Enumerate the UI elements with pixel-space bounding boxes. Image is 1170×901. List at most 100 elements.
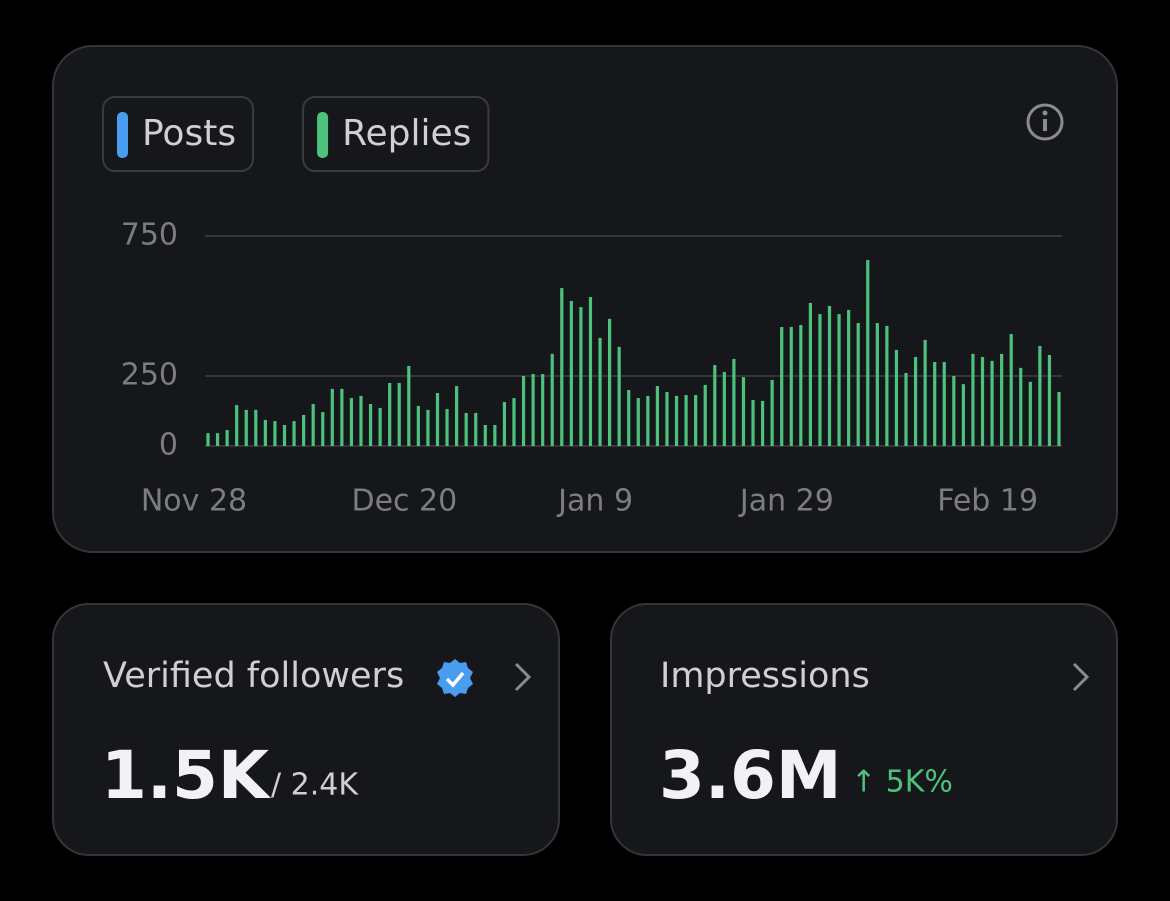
stat-card[interactable] bbox=[52, 603, 560, 856]
bar bbox=[455, 386, 459, 446]
legend-item[interactable]: Replies bbox=[302, 96, 490, 172]
stat-card[interactable] bbox=[610, 603, 1118, 856]
bar bbox=[569, 300, 573, 446]
card-value: 1.5K bbox=[101, 737, 272, 814]
bar bbox=[913, 356, 918, 446]
bar bbox=[942, 362, 946, 446]
bar bbox=[1038, 346, 1042, 446]
x-tick-label: Dec 20 bbox=[351, 484, 457, 519]
bar bbox=[330, 388, 334, 446]
bar bbox=[780, 327, 784, 446]
bar bbox=[445, 409, 449, 446]
info-stem bbox=[1043, 119, 1047, 131]
bar bbox=[971, 353, 975, 446]
bar bbox=[512, 398, 516, 446]
bar bbox=[378, 407, 382, 446]
bar bbox=[598, 337, 602, 446]
bar bbox=[397, 383, 401, 446]
bar bbox=[684, 395, 688, 446]
bar bbox=[703, 384, 707, 446]
bar bbox=[435, 393, 440, 446]
legend-box bbox=[102, 96, 255, 172]
bar bbox=[1000, 353, 1004, 446]
bar bbox=[646, 395, 650, 446]
bar bbox=[273, 421, 277, 446]
bar bbox=[627, 390, 631, 446]
badge-shape bbox=[437, 659, 473, 697]
x-tick-label: Feb 19 bbox=[937, 484, 1038, 519]
bar bbox=[808, 302, 812, 446]
bar bbox=[760, 400, 765, 446]
bar bbox=[474, 412, 478, 446]
badge-check bbox=[445, 671, 465, 688]
bar bbox=[894, 349, 899, 446]
bar bbox=[541, 374, 545, 446]
bar bbox=[827, 306, 832, 446]
card-title: Verified followers bbox=[103, 656, 404, 696]
legend-item[interactable]: Posts bbox=[102, 96, 255, 172]
bar bbox=[904, 372, 908, 446]
bar bbox=[560, 288, 564, 446]
bar bbox=[550, 353, 554, 446]
bar bbox=[502, 402, 507, 446]
legend-box bbox=[302, 96, 490, 172]
bar bbox=[694, 395, 698, 446]
bar bbox=[368, 404, 373, 446]
bar bbox=[225, 430, 229, 446]
bar bbox=[407, 365, 411, 446]
bar bbox=[292, 421, 296, 446]
bar bbox=[521, 376, 526, 446]
info-circle bbox=[1026, 103, 1064, 141]
bar bbox=[1019, 367, 1023, 446]
bar bbox=[215, 433, 220, 446]
bar bbox=[311, 404, 315, 446]
legend: Posts Replies bbox=[102, 96, 490, 172]
verified-badge bbox=[437, 659, 473, 697]
card-title: Impressions bbox=[660, 656, 870, 696]
bar bbox=[254, 409, 258, 446]
bar bbox=[340, 388, 344, 446]
bar bbox=[359, 395, 363, 446]
bar bbox=[732, 358, 736, 446]
bar bbox=[349, 398, 354, 446]
chart-card bbox=[52, 45, 1118, 553]
bar bbox=[713, 365, 717, 446]
bar bbox=[990, 360, 994, 446]
bar bbox=[282, 425, 287, 446]
bar bbox=[856, 323, 860, 446]
bar bbox=[206, 433, 210, 446]
bar bbox=[493, 425, 497, 446]
bar bbox=[636, 398, 640, 446]
x-tick-label: Nov 28 bbox=[141, 484, 247, 519]
bar bbox=[980, 356, 985, 446]
bar bbox=[952, 376, 956, 446]
bar bbox=[847, 309, 851, 446]
bar bbox=[1047, 355, 1052, 446]
info-dot bbox=[1042, 110, 1048, 116]
bar bbox=[741, 377, 746, 446]
card-value: 3.6M bbox=[659, 737, 842, 814]
chevron bbox=[1072, 662, 1090, 692]
bar bbox=[464, 412, 468, 446]
bar bbox=[799, 325, 803, 446]
bar bbox=[722, 372, 726, 446]
bar bbox=[588, 297, 593, 446]
bar bbox=[531, 374, 535, 446]
bar bbox=[1028, 381, 1032, 446]
bar bbox=[655, 386, 660, 446]
card-total: / 2.4K bbox=[271, 768, 359, 803]
x-tick-label: Jan 29 bbox=[738, 484, 834, 519]
y-tick-label: 250 bbox=[121, 358, 178, 393]
bar bbox=[875, 323, 879, 446]
bar bbox=[302, 414, 306, 446]
info-icon[interactable] bbox=[1026, 103, 1064, 141]
y-tick-label: 750 bbox=[121, 218, 178, 253]
legend-swatch bbox=[117, 112, 128, 158]
x-tick-label: Jan 9 bbox=[556, 484, 633, 519]
bar bbox=[665, 391, 669, 446]
bar bbox=[837, 314, 841, 446]
bar bbox=[579, 307, 583, 446]
bar bbox=[751, 400, 755, 446]
